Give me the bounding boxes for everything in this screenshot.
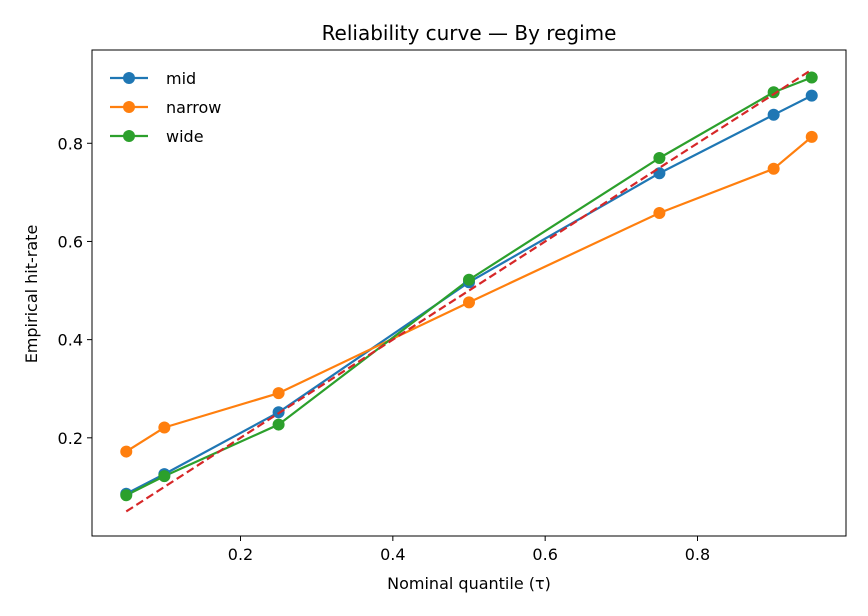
data-point-narrow [272, 387, 285, 400]
y-tick-label: 0.2 [58, 429, 83, 448]
y-tick-label: 0.8 [58, 134, 83, 153]
data-point-narrow [463, 296, 475, 309]
data-point-narrow [767, 162, 780, 175]
legend-marker-wide [123, 130, 135, 142]
chart-title: Reliability curve — By regime [322, 21, 617, 45]
legend-label-mid: mid [166, 69, 196, 88]
legend-marker-narrow [123, 101, 135, 113]
data-point-wide [653, 152, 666, 164]
data-point-mid [653, 167, 666, 180]
data-point-narrow [120, 445, 133, 458]
y-axis-label: Empirical hit-rate [22, 225, 41, 364]
axes-frame [91, 49, 847, 537]
legend: mid narrow wide [110, 69, 221, 146]
x-tick-label: 0.2 [228, 545, 253, 564]
data-point-narrow [653, 206, 666, 219]
data-point-wide [120, 489, 133, 502]
y-tick-label: 0.4 [58, 331, 83, 350]
legend-label-wide: wide [166, 127, 204, 146]
legend-marker-mid [123, 72, 135, 84]
data-point-narrow [158, 421, 171, 434]
data-point-wide [158, 470, 171, 483]
data-point-wide [463, 273, 475, 286]
data-point-mid [805, 89, 818, 102]
x-axis-label: Nominal quantile (τ) [387, 574, 551, 593]
x-tick-label: 0.8 [685, 545, 710, 564]
reference-diagonal-line [125, 68, 813, 513]
data-point-wide [272, 418, 285, 431]
plot-area: 0.2 0.4 0.6 0.8 0.2 0.4 0.6 0.8 [58, 49, 847, 564]
data-point-mid [767, 108, 780, 121]
x-tick-label: 0.6 [532, 545, 557, 564]
series-group [120, 68, 818, 513]
data-point-wide [805, 71, 818, 84]
data-point-wide [767, 86, 780, 99]
x-tick-label: 0.4 [380, 545, 405, 564]
legend-label-narrow: narrow [166, 98, 221, 117]
y-tick-label: 0.6 [58, 232, 83, 251]
data-point-narrow [805, 130, 818, 143]
